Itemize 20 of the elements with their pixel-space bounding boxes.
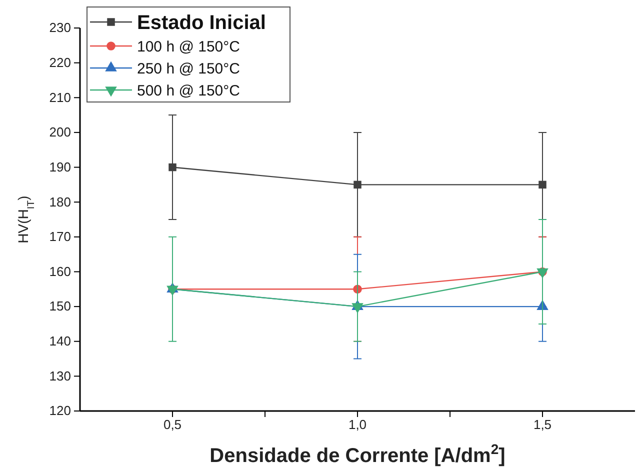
y-tick-label: 210 [49, 90, 71, 105]
y-tick-label: 200 [49, 124, 71, 140]
legend-label: 250 h @ 150°C [137, 60, 240, 78]
y-tick-label: 160 [49, 264, 71, 279]
y-tick-label: 180 [49, 194, 71, 210]
y-tick-label: 190 [49, 159, 71, 174]
y-tick-label: 230 [49, 20, 71, 36]
y-tick-label: 140 [49, 334, 71, 349]
legend-label: 100 h @ 150°C [137, 38, 240, 56]
legend-label: 500 h @ 150°C [137, 82, 240, 100]
y-tick-label: 170 [49, 229, 71, 244]
y-tick-label: 150 [49, 298, 71, 314]
y-tick-label: 130 [49, 368, 71, 384]
x-tick-label: 1,0 [348, 417, 367, 432]
legend-label: Estado Inicial [137, 12, 266, 34]
x-tick-label: 0,5 [163, 417, 182, 432]
y-tick-label: 220 [49, 54, 71, 70]
x-axis-title: Densidade de Corrente [A/dm$^{2}$] [210, 441, 506, 467]
x-tick-label: 1,5 [533, 417, 552, 432]
y-tick-label: 120 [49, 403, 71, 418]
